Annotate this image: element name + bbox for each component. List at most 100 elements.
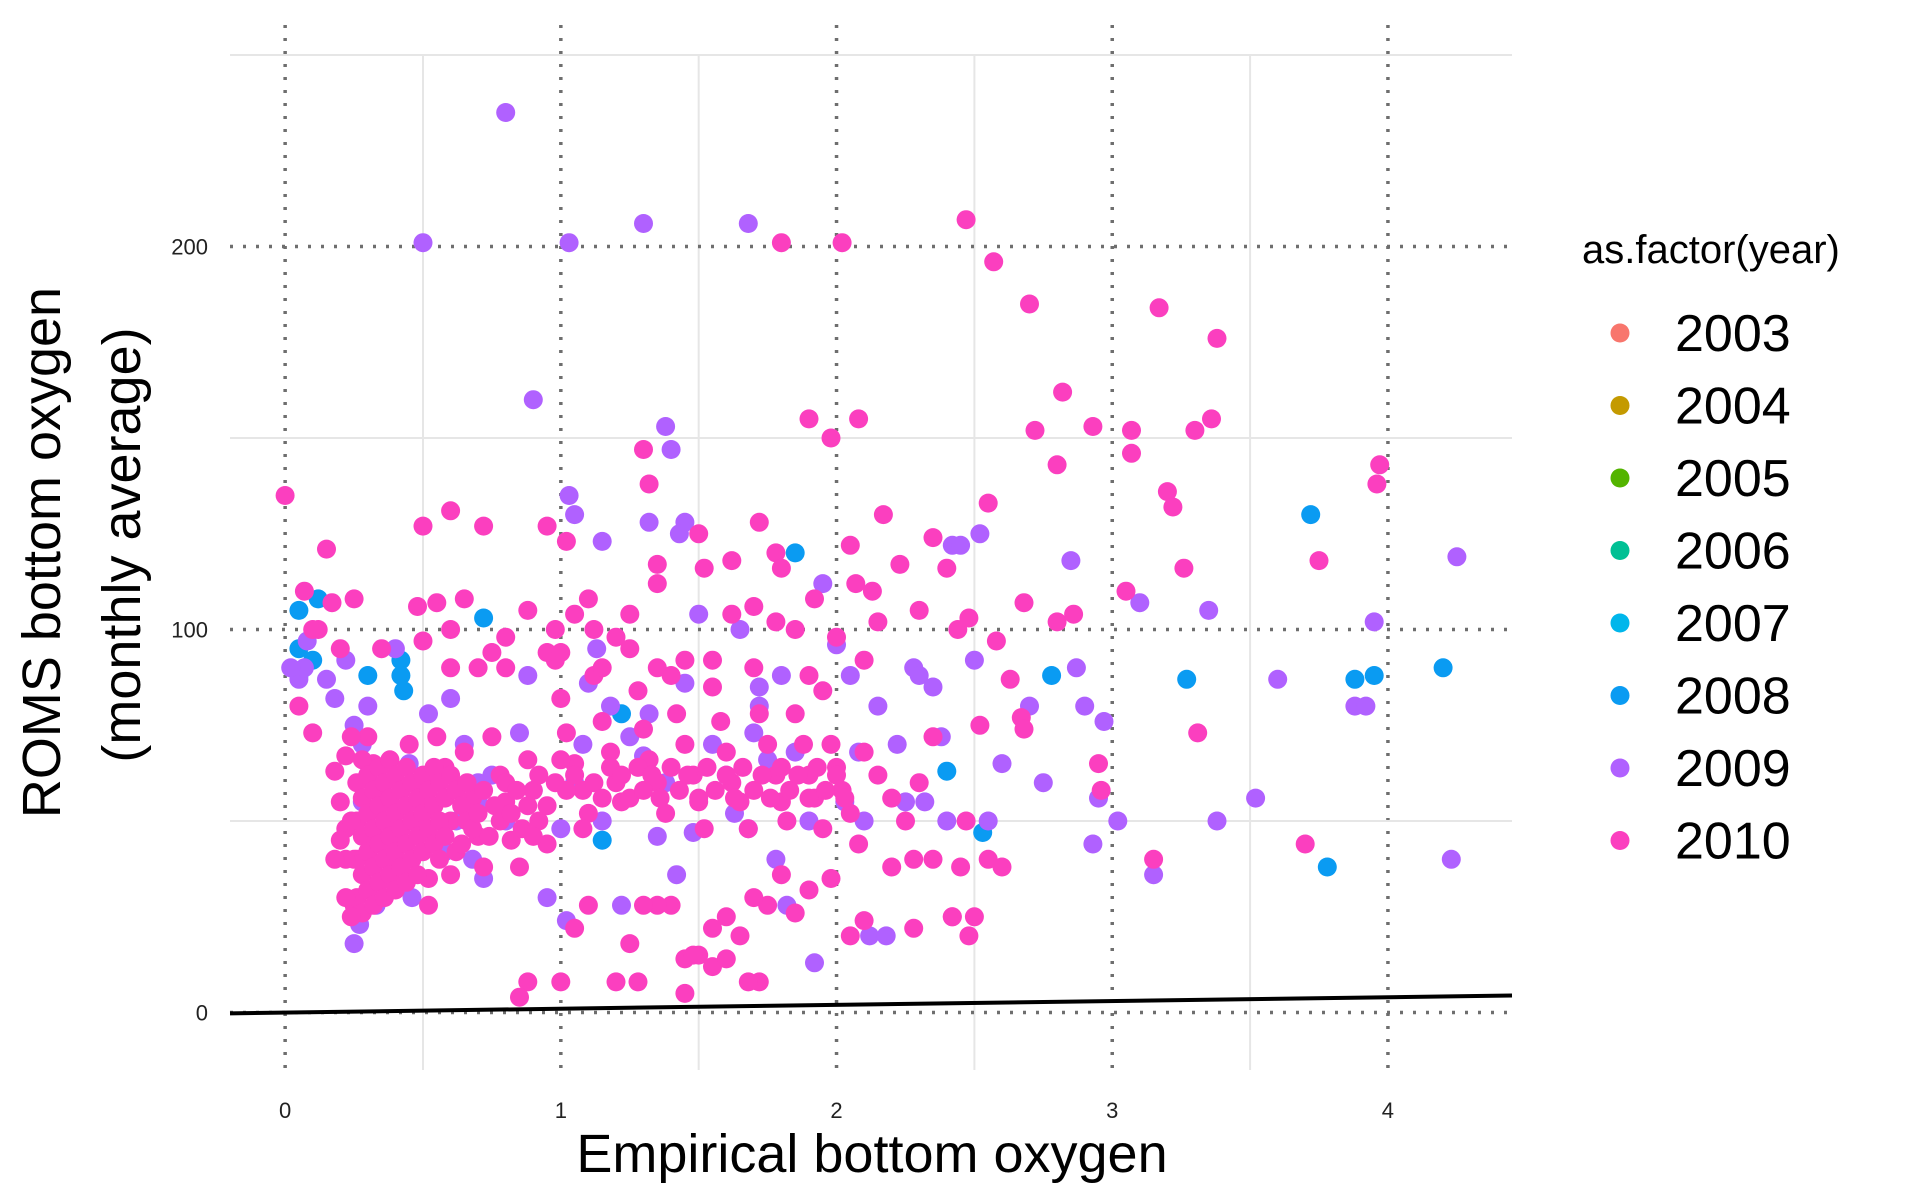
data-point — [675, 734, 695, 754]
data-point — [573, 734, 593, 754]
data-point — [639, 474, 659, 494]
data-point — [744, 597, 764, 616]
data-point — [923, 677, 943, 697]
data-point — [785, 543, 805, 563]
data-point — [1053, 382, 1073, 402]
data-point — [647, 574, 667, 594]
data-point — [413, 631, 433, 651]
x-tick-label: 1 — [555, 1098, 567, 1123]
data-point — [799, 666, 819, 685]
data-point — [303, 620, 323, 639]
data-point — [1441, 849, 1461, 869]
data-point — [807, 757, 827, 777]
data-point — [862, 581, 882, 601]
legend-item-2009: 2009 — [1610, 740, 1791, 798]
data-point — [647, 895, 667, 915]
data-point — [452, 796, 472, 816]
data-point — [992, 754, 1012, 774]
data-point — [1064, 604, 1084, 624]
data-point — [868, 696, 888, 716]
x-tick-label: 0 — [279, 1098, 291, 1123]
data-point — [1356, 696, 1376, 716]
data-point — [716, 742, 736, 762]
data-point — [758, 895, 778, 915]
data-point — [518, 666, 538, 685]
data-point — [578, 589, 598, 609]
data-point — [510, 987, 529, 1007]
legend-key — [1610, 396, 1630, 415]
data-point — [937, 558, 957, 578]
data-point — [909, 773, 929, 793]
data-point — [840, 803, 860, 823]
data-point — [923, 727, 943, 747]
data-point — [1047, 612, 1067, 632]
data-point — [647, 826, 667, 846]
data-point — [730, 926, 750, 946]
data-point — [1370, 455, 1390, 475]
data-point — [716, 907, 736, 927]
legend-label: 2007 — [1675, 595, 1791, 653]
data-point — [766, 543, 786, 563]
data-point — [758, 734, 778, 754]
data-point — [1014, 719, 1034, 739]
data-point — [537, 796, 557, 816]
data-point — [1075, 696, 1095, 716]
data-point — [634, 214, 653, 233]
data-point — [441, 620, 461, 639]
data-point — [281, 658, 301, 678]
data-point — [1144, 849, 1164, 869]
data-point — [703, 734, 722, 754]
data-point — [711, 712, 731, 731]
data-point — [385, 639, 405, 659]
data-point — [518, 750, 538, 770]
data-point — [396, 757, 416, 777]
legend: as.factor(year) 2003 2004 2005 2006 2007 2008… — [1582, 228, 1840, 871]
data-point — [794, 734, 813, 754]
data-point — [964, 650, 984, 670]
y-axis-ticks: 0 100 200 — [171, 235, 208, 1026]
y-axis-title-line-1: ROMS bottom oxygen — [12, 287, 72, 818]
data-point — [1309, 551, 1329, 571]
data-point — [454, 589, 474, 609]
data-point — [766, 849, 786, 869]
data-point — [813, 819, 833, 839]
data-point — [835, 788, 855, 808]
data-point — [565, 604, 585, 624]
data-point — [738, 972, 758, 992]
legend-label: 2004 — [1675, 378, 1791, 436]
data-point — [730, 620, 750, 639]
data-point — [805, 953, 824, 973]
x-axis-ticks: 0 1 2 3 4 — [279, 1098, 1394, 1123]
data-point — [694, 558, 714, 578]
data-point — [565, 918, 585, 938]
data-point — [551, 643, 571, 662]
data-point — [330, 639, 350, 659]
data-point — [537, 888, 557, 908]
data-point — [482, 727, 502, 747]
data-point — [578, 803, 598, 823]
data-point — [634, 780, 653, 800]
data-point — [785, 620, 805, 639]
data-point — [703, 677, 722, 697]
data-point — [584, 773, 604, 793]
grid — [230, 25, 1512, 1070]
data-point — [551, 689, 571, 708]
data-point — [738, 214, 758, 233]
data-point — [565, 765, 585, 785]
data-point — [689, 604, 709, 624]
data-point — [518, 972, 538, 992]
data-point — [854, 911, 874, 931]
data-point — [744, 780, 764, 800]
data-point — [887, 734, 907, 754]
data-point — [430, 849, 449, 869]
data-point — [1144, 865, 1164, 885]
legend-key — [1610, 323, 1630, 343]
data-point — [634, 895, 653, 915]
legend-item-2003: 2003 — [1610, 305, 1791, 363]
data-point — [419, 895, 438, 915]
legend-label: 2010 — [1675, 813, 1791, 871]
data-point — [716, 765, 736, 785]
data-point — [551, 819, 571, 839]
data-point — [523, 826, 543, 846]
